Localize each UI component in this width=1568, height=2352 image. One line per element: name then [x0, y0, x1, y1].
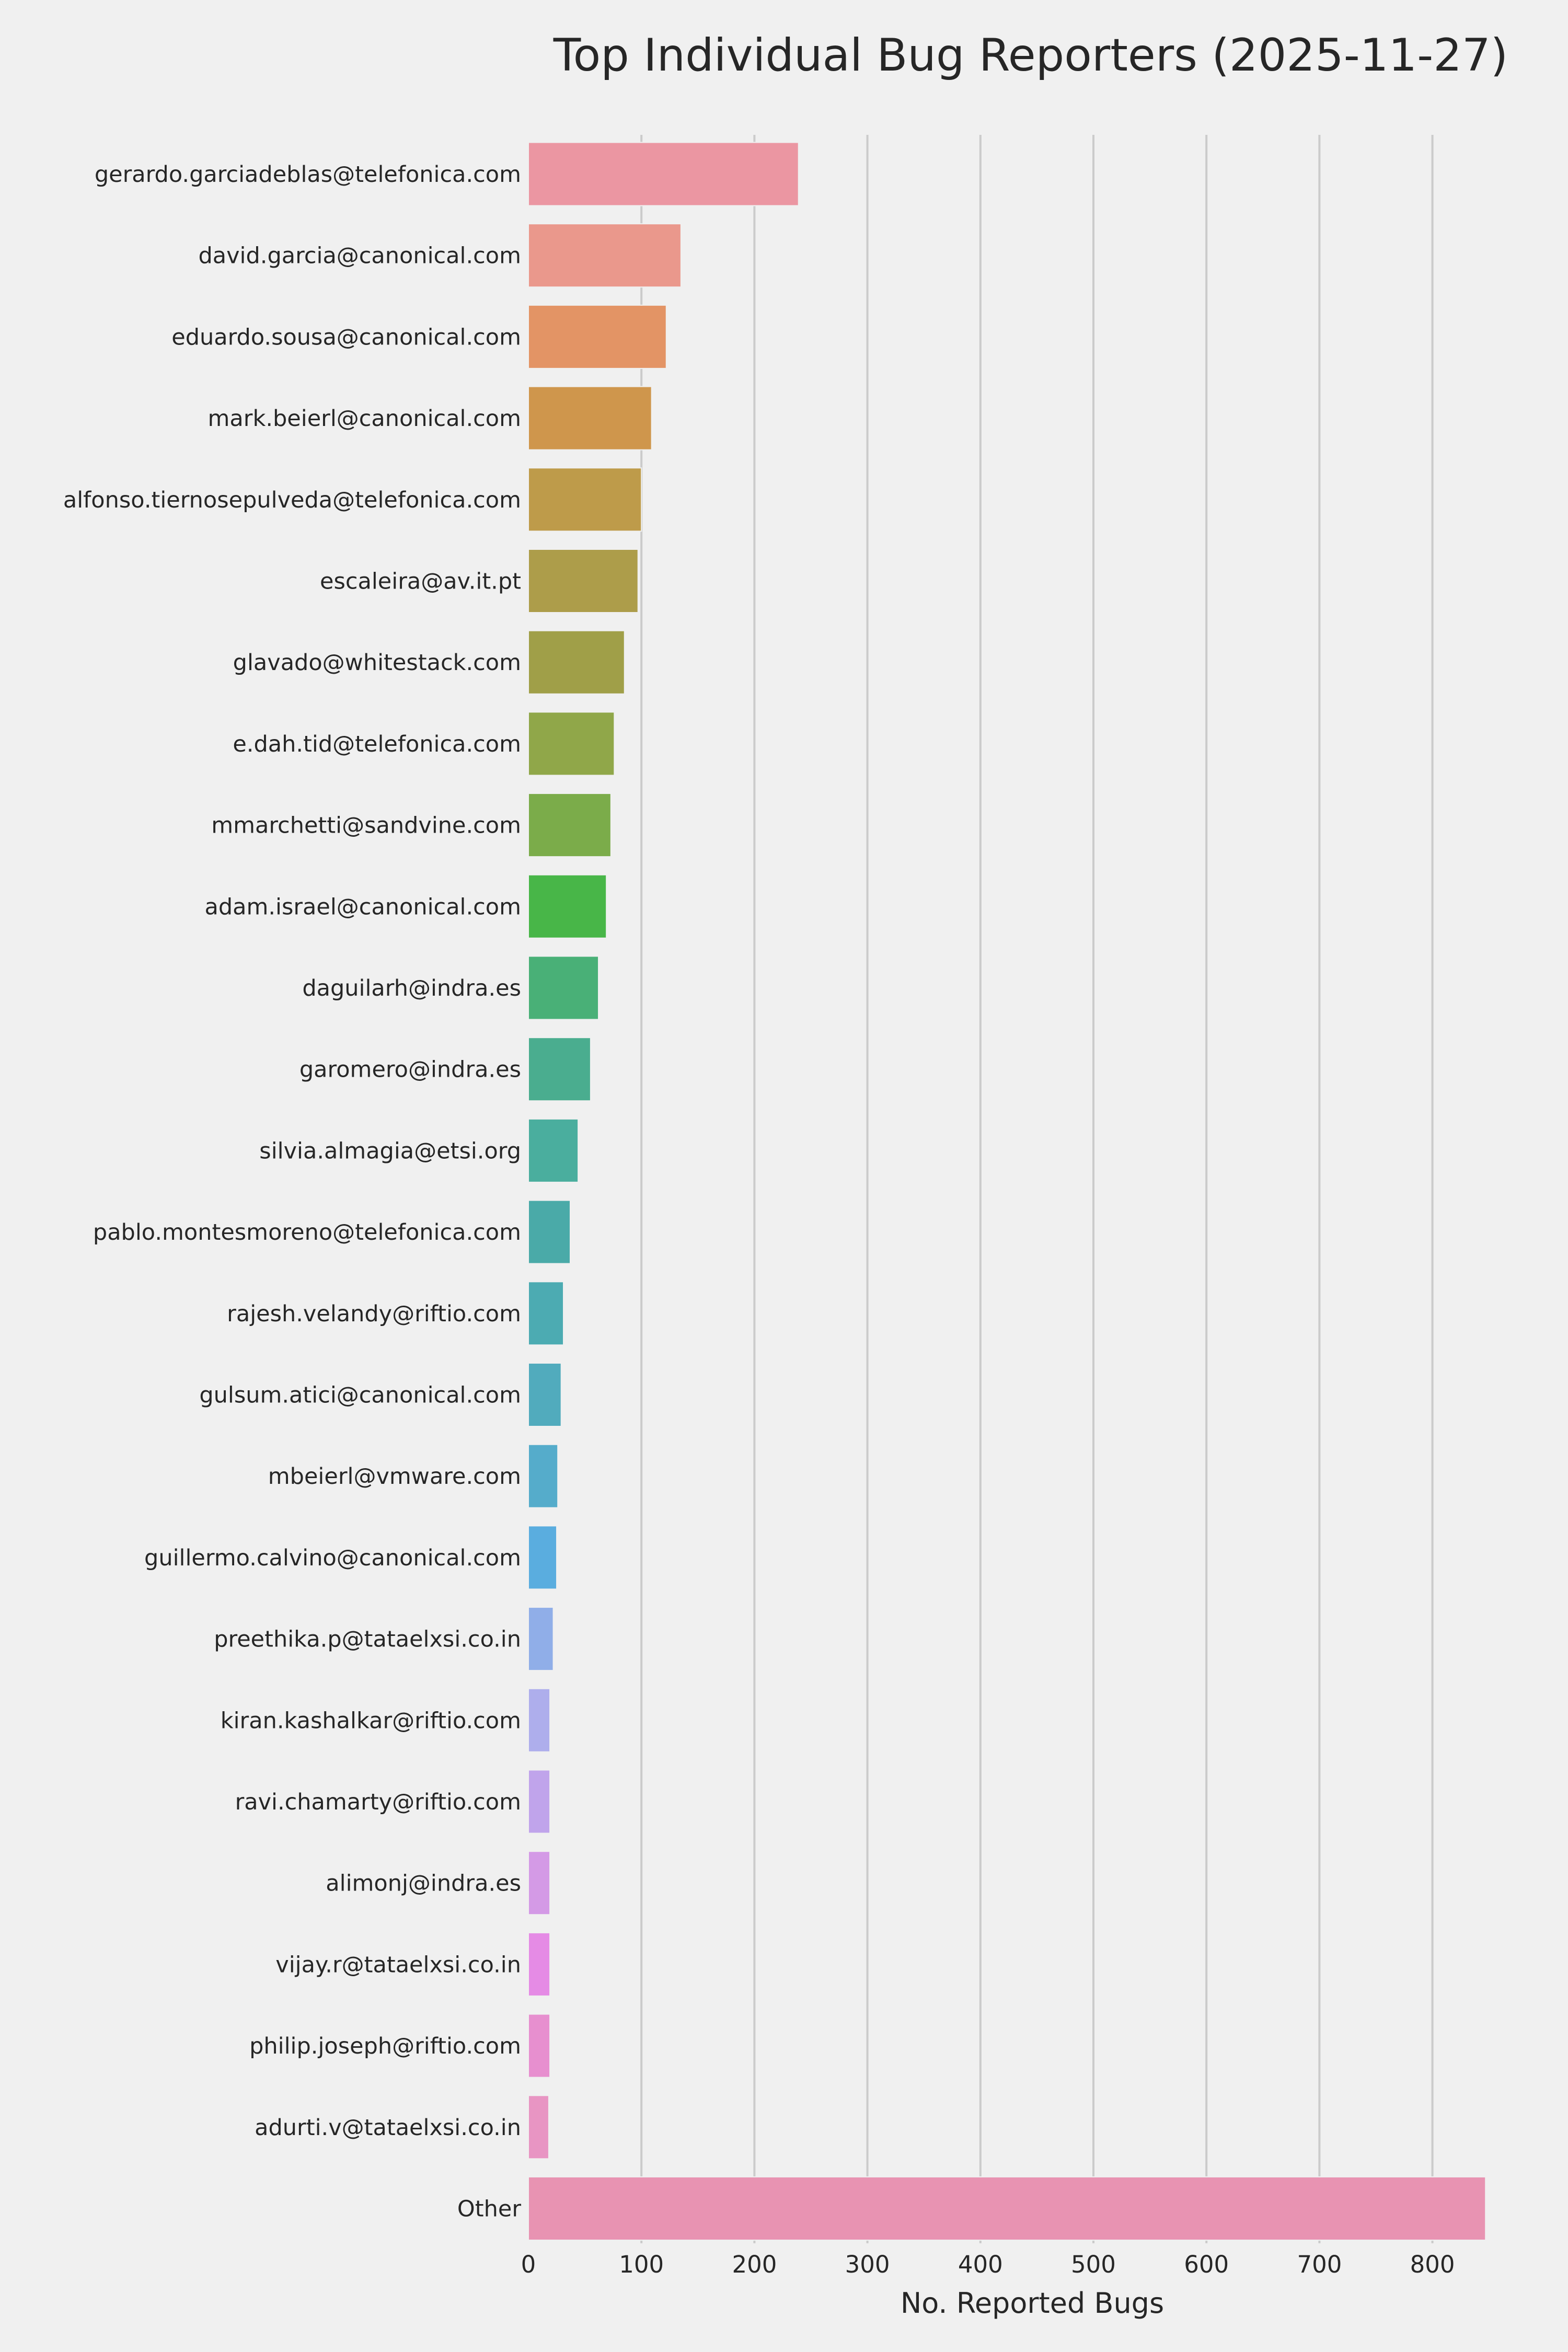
- y-tick-label: glavado@whitestack.com: [233, 650, 521, 676]
- y-tick-label: adurti.v@tataelxsi.co.in: [255, 2115, 521, 2141]
- y-tick-label: rajesh.velandy@riftio.com: [227, 1301, 521, 1327]
- gridlines: [640, 135, 1434, 2243]
- bar: [528, 223, 682, 288]
- bar: [528, 1037, 591, 1102]
- bar: [528, 1363, 562, 1427]
- x-tick-label: 400: [958, 2251, 1003, 2278]
- x-tick-labels: 0 100 200 300 400 500 600 700 800: [521, 2251, 1455, 2278]
- y-tick-label: kiran.kashalkar@riftio.com: [221, 1708, 521, 1734]
- y-tick-label: silvia.almagia@etsi.org: [259, 1138, 521, 1164]
- x-tick-label: 300: [845, 2251, 890, 2278]
- bar: [528, 711, 615, 776]
- y-tick-label: alfonso.tiernosepulveda@telefonica.com: [63, 487, 521, 513]
- bar: [528, 1607, 554, 1671]
- y-tick-label: preethika.p@tataelxsi.co.in: [214, 1627, 521, 1653]
- x-tick-label: 600: [1184, 2251, 1229, 2278]
- y-tick-label: mark.beierl@canonical.com: [208, 406, 521, 432]
- bar: [528, 549, 639, 613]
- y-tick-label: daguilarh@indra.es: [302, 975, 521, 1001]
- y-tick-label: pablo.montesmoreno@telefonica.com: [93, 1219, 521, 1246]
- y-tick-label: philip.joseph@riftio.com: [249, 2033, 521, 2059]
- bar: [528, 386, 652, 451]
- bar: [528, 793, 612, 858]
- bar: [528, 304, 667, 369]
- bar: [528, 1769, 551, 1834]
- y-tick-labels: gerardo.garciadeblas@telefonica.com david…: [63, 162, 521, 2222]
- y-tick-label: adam.israel@canonical.com: [204, 894, 521, 920]
- bar: [528, 142, 799, 206]
- bar: [528, 467, 642, 532]
- bar: [528, 955, 599, 1020]
- bar: [528, 1444, 559, 1508]
- bar: [528, 1688, 551, 1753]
- y-tick-label: ravi.chamarty@riftio.com: [235, 1789, 521, 1815]
- y-tick-label: escaleira@av.it.pt: [320, 569, 521, 595]
- y-tick-label: garomero@indra.es: [299, 1057, 521, 1083]
- x-tick-label: 200: [732, 2251, 777, 2278]
- bar: [528, 1118, 579, 1183]
- bar: [528, 1851, 551, 1916]
- bars: [528, 142, 1486, 2241]
- y-tick-label: Other: [457, 2196, 521, 2222]
- x-tick-label: 100: [619, 2251, 664, 2278]
- y-tick-label: vijay.r@tataelxsi.co.in: [275, 1952, 521, 1978]
- bar: [528, 2095, 549, 2160]
- bar: [528, 1281, 564, 1346]
- x-tick-label: 0: [521, 2251, 536, 2278]
- x-tick-label: 700: [1297, 2251, 1342, 2278]
- y-tick-label: gerardo.garciadeblas@telefonica.com: [95, 162, 521, 188]
- bar: [528, 1932, 551, 1997]
- x-tick-label: 500: [1071, 2251, 1116, 2278]
- x-tick-label: 800: [1410, 2251, 1455, 2278]
- bar: [528, 1200, 571, 1264]
- y-tick-label: alimonj@indra.es: [326, 1871, 521, 1897]
- bar: [528, 2013, 551, 2078]
- bar: [528, 1525, 558, 1590]
- y-tick-label: david.garcia@canonical.com: [198, 243, 521, 269]
- x-axis-label: No. Reported Bugs: [901, 2287, 1164, 2320]
- y-tick-label: eduardo.sousa@canonical.com: [171, 324, 521, 350]
- chart-title: Top Individual Bug Reporters (2025-11-27…: [553, 29, 1508, 82]
- bar: [528, 874, 607, 939]
- y-tick-label: gulsum.atici@canonical.com: [199, 1382, 521, 1409]
- y-tick-label: e.dah.tid@telefonica.com: [233, 731, 521, 757]
- y-tick-label: mbeierl@vmware.com: [268, 1463, 521, 1490]
- y-tick-label: guillermo.calvino@canonical.com: [144, 1545, 521, 1571]
- bar: [528, 630, 625, 695]
- bar: [528, 2176, 1486, 2241]
- y-tick-label: mmarchetti@sandvine.com: [211, 813, 521, 839]
